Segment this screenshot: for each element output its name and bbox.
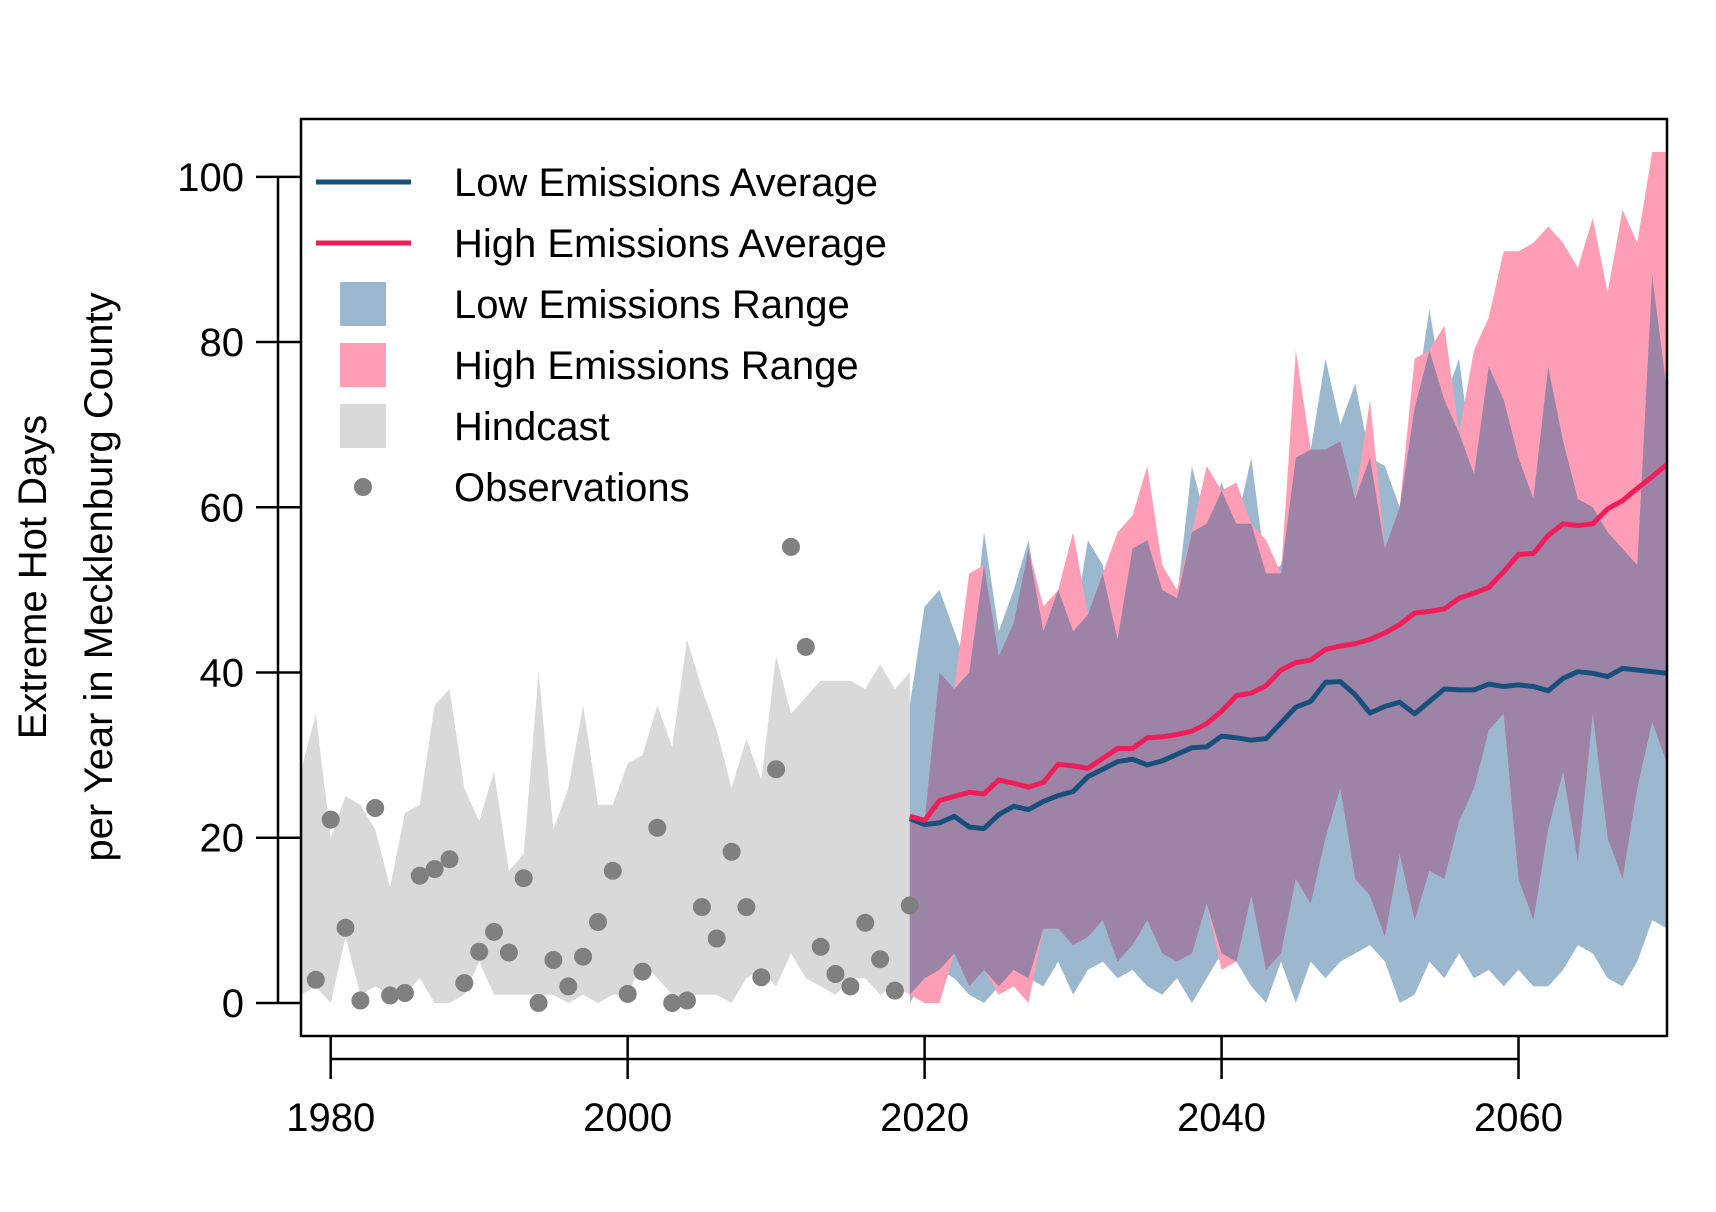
- observation-point: [782, 537, 800, 556]
- observation-point: [603, 861, 622, 880]
- observation-point: [737, 898, 756, 917]
- y-axis-title-line-2: per Year in Mecklenburg County: [77, 292, 121, 861]
- legend-item-low_avg: Low Emissions Average: [316, 161, 878, 205]
- observation-point: [885, 981, 904, 1000]
- legend-item-observations: Observations: [354, 466, 690, 510]
- observation-point: [351, 991, 370, 1010]
- y-axis-title-line-1: Extreme Hot Days: [11, 415, 55, 740]
- observation-point: [381, 986, 400, 1005]
- high-emissions-average-line: [909, 462, 1667, 823]
- observation-point: [544, 951, 563, 969]
- observation-point: [767, 760, 786, 779]
- observation-point: [618, 984, 637, 1003]
- legend: Low Emissions Average High Emissions Aver…: [316, 161, 887, 510]
- legend-item-hindcast: Hindcast: [340, 404, 610, 449]
- observation-point: [336, 918, 355, 937]
- x-tick-label: 1980: [286, 1096, 375, 1140]
- observation-point: [485, 922, 503, 941]
- observation-point: [841, 977, 860, 996]
- y-axis-title: Extreme Hot Days per Year in Mecklenburg…: [11, 292, 121, 861]
- observation-point: [321, 810, 340, 829]
- observation-point: [678, 991, 696, 1010]
- observation-point: [752, 968, 771, 987]
- y-tick-label: 80: [200, 321, 245, 365]
- hindcast-band: [301, 639, 910, 1003]
- observation-point: [826, 965, 845, 983]
- observation-point: [306, 970, 325, 989]
- low-emissions-average-line: [908, 665, 1667, 832]
- plot-area: [301, 152, 1667, 1012]
- legend-label: Low Emissions Average: [454, 161, 878, 205]
- y-tick-label: 40: [200, 652, 245, 696]
- observation-point: [663, 994, 682, 1012]
- y-tick-label: 60: [200, 486, 245, 530]
- y-tick-label: 100: [177, 156, 244, 200]
- x-tick-label: 2000: [583, 1096, 672, 1140]
- legend-swatch: [340, 404, 386, 448]
- observation-point: [589, 913, 607, 931]
- legend-label: High Emissions Range: [454, 344, 859, 388]
- x-tick-label: 2040: [1177, 1096, 1266, 1140]
- observation-point: [529, 994, 548, 1012]
- observation-point: [470, 942, 489, 961]
- observation-point: [440, 850, 459, 869]
- observation-point: [871, 950, 890, 969]
- legend-label: Low Emissions Range: [454, 283, 850, 327]
- observation-point: [811, 937, 830, 956]
- observation-point: [425, 860, 444, 879]
- observation-point: [707, 929, 726, 948]
- observation-point: [796, 637, 815, 656]
- y-tick-label: 0: [222, 982, 244, 1026]
- observation-point: [722, 842, 741, 861]
- observation-point: [633, 962, 652, 981]
- observation-point: [366, 799, 385, 817]
- observation-point: [648, 818, 667, 837]
- legend-item-high_avg: High Emissions Average: [316, 222, 887, 266]
- legend-label: High Emissions Average: [454, 222, 887, 266]
- legend-label: Hindcast: [454, 405, 610, 449]
- observation-point: [499, 943, 518, 962]
- observation-point: [856, 913, 875, 932]
- legend-swatch: [354, 478, 372, 496]
- observation-point: [514, 869, 533, 888]
- observation-point: [900, 896, 919, 915]
- x-tick-label: 2060: [1474, 1096, 1563, 1140]
- range-overlap-band: [909, 276, 1667, 995]
- legend-swatch: [340, 282, 386, 326]
- x-tick-label: 2020: [880, 1096, 969, 1140]
- legend-swatch: [340, 343, 386, 387]
- legend-item-low_range: Low Emissions Range: [340, 282, 850, 327]
- observation-point: [410, 866, 429, 885]
- plot-frame: [299, 117, 1669, 1038]
- observation-point: [692, 898, 711, 917]
- legend-item-high_range: High Emissions Range: [340, 343, 859, 388]
- observation-points: [306, 537, 919, 1012]
- observation-point: [559, 977, 578, 996]
- y-tick-label: 20: [200, 817, 245, 861]
- observation-point: [455, 974, 474, 993]
- observation-point: [395, 984, 414, 1002]
- observation-point: [574, 947, 593, 966]
- legend-label: Observations: [454, 466, 690, 510]
